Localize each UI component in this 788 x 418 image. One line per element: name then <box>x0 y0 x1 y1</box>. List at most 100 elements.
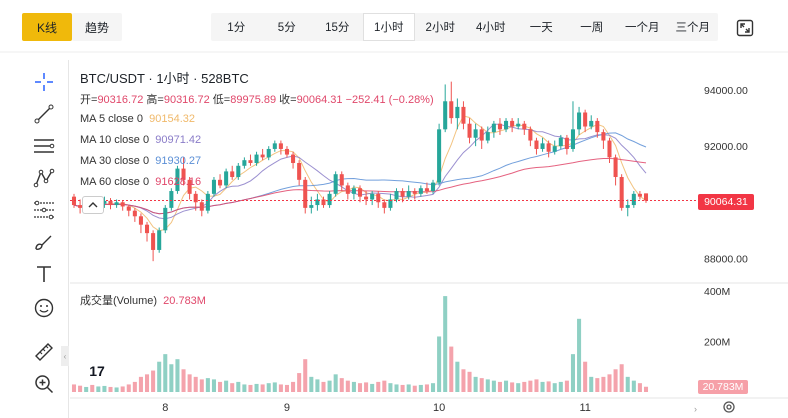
candle-body <box>120 202 125 207</box>
interval-2h[interactable]: 2小时 <box>425 22 455 34</box>
ma30-legend: MA 30 close 0 91930.27 <box>80 155 201 167</box>
candle-body <box>570 129 576 149</box>
ma10-label: MA 10 close 0 <box>80 134 150 146</box>
tab-trend[interactable]: 趋势 <box>72 13 122 41</box>
ma10-value: 90971.42 <box>155 134 202 146</box>
candle-body <box>157 230 162 250</box>
brush-tool[interactable] <box>25 228 63 256</box>
candle-body <box>631 193 636 206</box>
interval-1mo[interactable]: 一个月 <box>625 22 660 34</box>
price-tick-label: 88000.00 <box>704 253 748 265</box>
logo-text: 17 <box>89 363 105 379</box>
trendline-tool[interactable] <box>25 100 63 128</box>
candle-body <box>449 101 454 119</box>
volume-bar <box>327 380 332 392</box>
candle-body <box>315 199 320 206</box>
volume-bar <box>412 385 417 392</box>
volume-bar <box>528 380 533 392</box>
volume-bar <box>491 380 496 392</box>
volume-bar <box>71 384 77 392</box>
interval-5m[interactable]: 5分 <box>277 22 296 34</box>
price-tick-label: 94000.00 <box>704 85 748 97</box>
interval-4h[interactable]: 4小时 <box>476 22 506 34</box>
tab-kline[interactable]: K线 <box>22 13 72 41</box>
volume-bar <box>437 336 442 392</box>
text-tool[interactable] <box>25 260 63 288</box>
volume-bar <box>218 381 223 392</box>
trendline-icon <box>34 104 54 124</box>
candle-body <box>461 106 466 124</box>
scroll-right-arrow[interactable]: › <box>694 404 697 414</box>
volume-bar <box>564 380 569 392</box>
candle-body <box>218 179 223 186</box>
volume-bar <box>546 381 551 392</box>
text-icon <box>37 266 51 282</box>
zoom-in-icon <box>35 375 54 394</box>
horizontal-lines-tool[interactable] <box>25 132 63 160</box>
volume-bar <box>96 386 101 392</box>
candle-body <box>260 154 265 158</box>
collapse-toolbar-button[interactable]: ‹ <box>61 346 69 366</box>
ruler-tool[interactable] <box>25 338 63 366</box>
candle-body <box>144 224 150 234</box>
volume-bar <box>151 370 156 392</box>
candle-body <box>473 129 478 138</box>
candle-body <box>163 207 168 231</box>
candle-body <box>102 200 107 204</box>
candle-body <box>619 177 624 208</box>
candle-body <box>394 191 399 200</box>
candle-body <box>491 123 496 133</box>
volume-bar <box>631 380 636 392</box>
candle-body <box>78 205 83 208</box>
volume-bar <box>205 378 210 392</box>
zoom-in-tool[interactable] <box>25 370 63 398</box>
volume-bar <box>157 361 162 392</box>
candle-body <box>455 106 460 119</box>
candle-body <box>175 168 180 192</box>
volume-bar <box>455 361 460 392</box>
path-tool[interactable] <box>25 164 63 192</box>
open-value: 90316.72 <box>97 94 144 106</box>
chevron-up-icon <box>88 202 98 208</box>
emoji-tool[interactable] <box>25 294 63 322</box>
volume-tick-label: 200M <box>704 337 730 349</box>
volume-bar <box>138 376 143 392</box>
gear-icon[interactable] <box>722 400 736 414</box>
candle-body <box>467 123 472 138</box>
volume-bar <box>449 346 454 392</box>
candle-body <box>613 157 618 178</box>
volume-bar <box>297 373 302 392</box>
volume-bar <box>577 318 582 392</box>
emoji-icon <box>34 298 54 318</box>
interval-1w[interactable]: 一周 <box>580 22 604 34</box>
volume-bar <box>485 379 490 392</box>
candle-body <box>169 191 174 208</box>
interval-1h[interactable]: 1小时 <box>362 13 415 41</box>
crosshair-tool[interactable] <box>25 68 63 96</box>
volume-tick-label: 400M <box>704 286 730 298</box>
interval-15m[interactable]: 15分 <box>325 22 350 34</box>
fib-tool[interactable] <box>25 196 63 224</box>
candle-body <box>601 132 606 141</box>
fullscreen-button[interactable] <box>731 14 759 42</box>
candle-body <box>224 171 229 186</box>
candle-body <box>333 174 338 194</box>
collapse-legend-button[interactable] <box>82 196 104 214</box>
interval-3mo[interactable]: 三个月 <box>675 22 711 34</box>
volume-bar <box>601 376 606 392</box>
interval-1d[interactable]: 一天 <box>529 22 553 34</box>
candle-body <box>552 146 557 152</box>
candle-body <box>528 129 533 141</box>
interval-1m[interactable]: 1分 <box>227 22 246 34</box>
candle-body <box>516 123 521 127</box>
volume-bar <box>181 369 186 392</box>
volume-bar <box>479 378 484 392</box>
tradingview-logo[interactable]: 17 <box>82 358 112 384</box>
candle-body <box>357 188 363 197</box>
interval-selector: 1分 5分 15分 1小时 2小时 4小时 一天 一周 一个月 三个月 <box>211 13 718 41</box>
chart-mode-tabs: K线 趋势 <box>22 13 122 41</box>
candle-body <box>437 129 442 183</box>
volume-bar <box>284 384 290 392</box>
volume-bar <box>558 381 563 392</box>
